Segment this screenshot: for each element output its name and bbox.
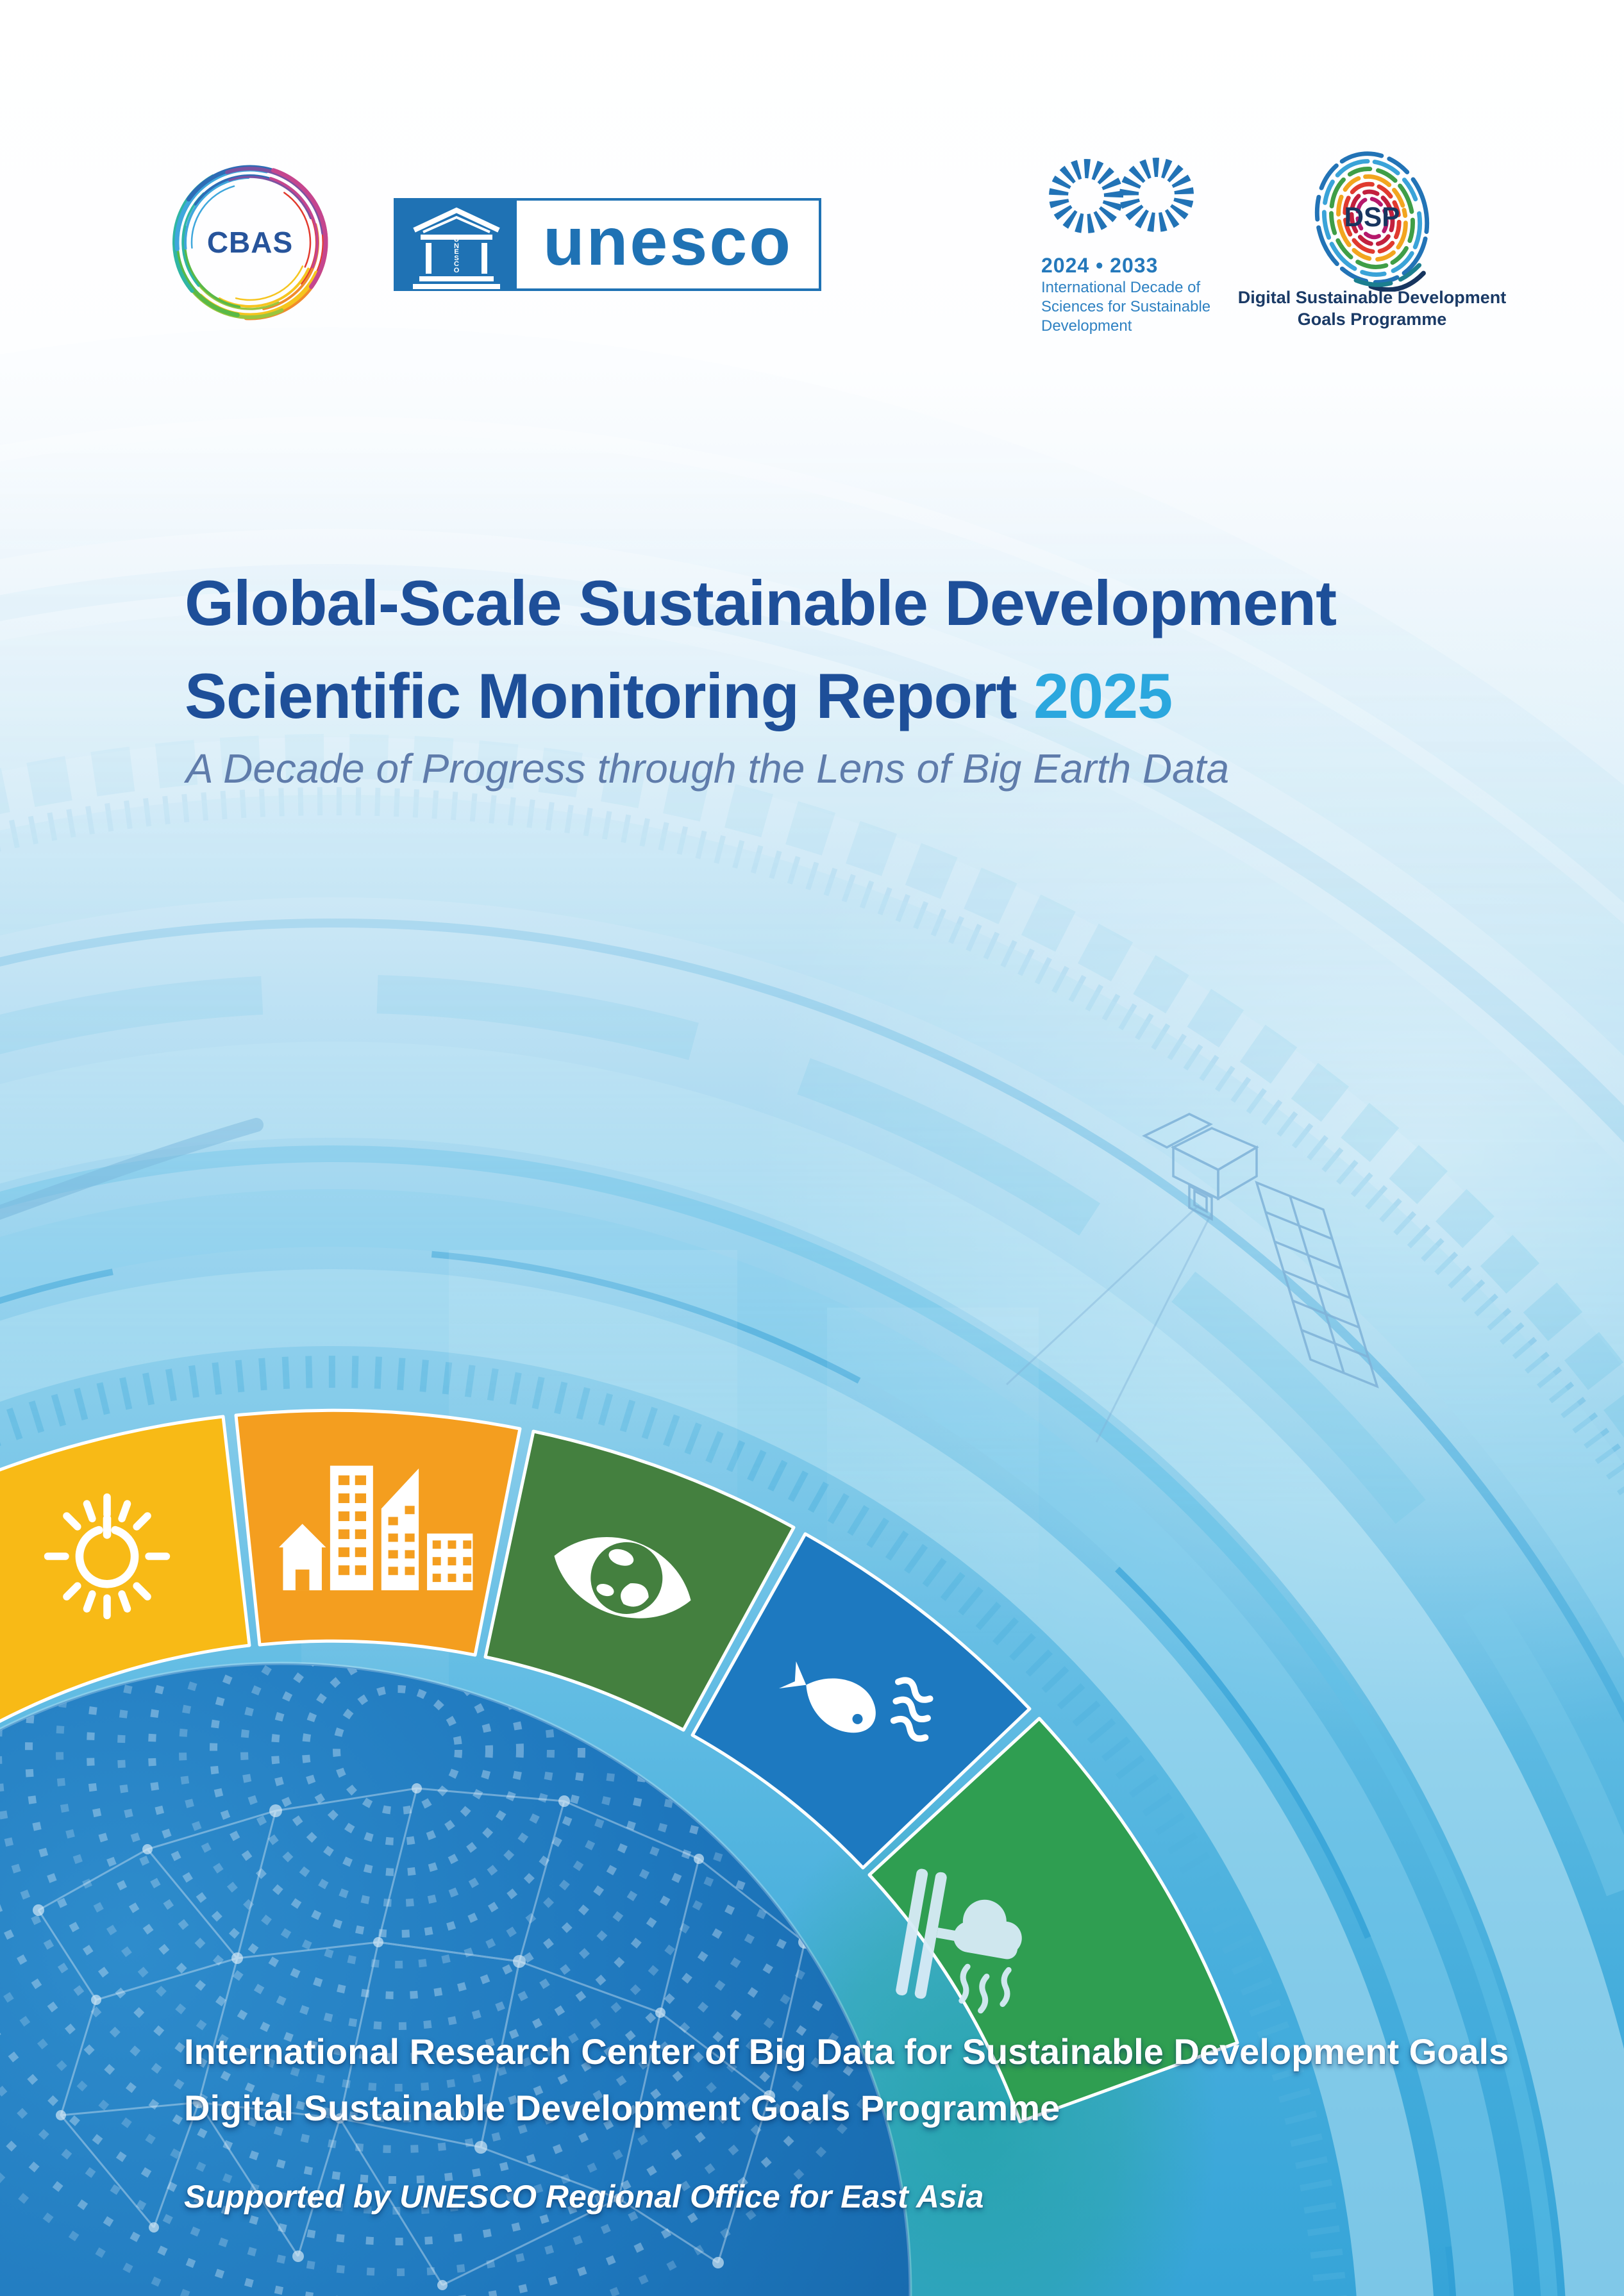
earth-eye-icon	[554, 1537, 691, 1618]
title-line1: Global-Scale Sustainable Development	[185, 567, 1337, 638]
fish-waves-icon	[778, 1661, 933, 1742]
report-title: Global-Scale Sustainable Development Sci…	[185, 556, 1467, 742]
sdg-segment-energy	[0, 1415, 251, 1724]
dsp-fingerprint-icon: DSP	[1314, 151, 1430, 292]
cbas-logo: CBAS	[172, 164, 328, 320]
sdg-segment-emissions	[867, 1717, 1239, 2124]
cbas-swirl-icon	[172, 164, 328, 320]
title-line2: Scientific Monitoring Report 2025	[185, 660, 1173, 731]
decade-logo: 2024 • 2033 International Decade of Scie…	[1037, 147, 1249, 359]
dsp-acronym: DSP	[1344, 202, 1400, 232]
globe	[0, 1661, 912, 2296]
report-subtitle: A Decade of Progress through the Lens of…	[186, 745, 1230, 792]
decade-infinity-icon	[1049, 158, 1194, 233]
dsp-logo: DSP Digital Sustainable Development Goal…	[1238, 144, 1506, 356]
footer-organization-1: International Research Center of Big Dat…	[184, 2031, 1509, 2072]
sdg-segment-cities	[234, 1408, 522, 1657]
factory-emissions-icon	[896, 1868, 1022, 2014]
unesco-wordmark: unesco	[542, 203, 793, 279]
decade-caption: International Decade of Sciences for Sus…	[1041, 279, 1211, 335]
satellite-wireframe-icon	[1005, 1113, 1379, 1443]
decade-years: 2024 • 2033	[1041, 254, 1159, 277]
footer-supported-by: Supported by UNESCO Regional Office for …	[184, 2179, 984, 2215]
city-buildings-icon	[278, 1465, 473, 1591]
footer-organization-2: Digital Sustainable Development Goals Pr…	[184, 2088, 1060, 2128]
title-year: 2025	[1034, 660, 1173, 731]
cbas-label: CBAS	[207, 226, 293, 259]
dsp-caption: Digital Sustainable Development Goals Pr…	[1237, 288, 1507, 329]
sun-energy-icon	[44, 1493, 171, 1620]
